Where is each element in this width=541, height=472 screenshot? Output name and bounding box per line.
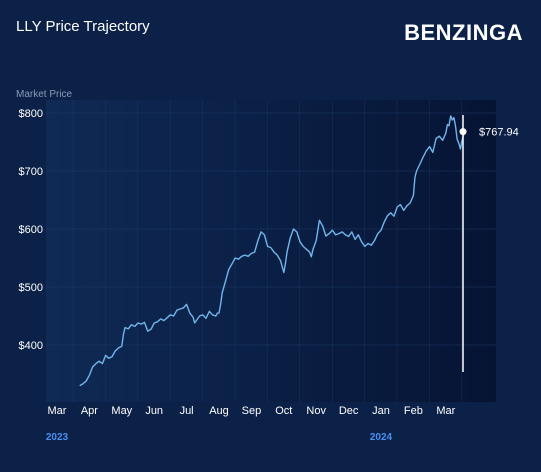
year-labels: 2023 2024 [46, 432, 393, 443]
price-line [79, 115, 466, 387]
x-tick-label: Dec [339, 405, 359, 417]
current-marker-group: $767.94 [459, 115, 519, 372]
year-label: 2023 [46, 432, 69, 443]
x-tick-label: Feb [404, 405, 423, 417]
x-tick-label: Jul [180, 405, 194, 417]
x-tick-label: Aug [209, 405, 229, 417]
y-tick-label: $400 [19, 340, 43, 352]
x-tick-label: May [111, 405, 132, 417]
x-tick-label: Jan [372, 405, 390, 417]
y-axis-title: Market Price [16, 89, 73, 100]
chart-title: LLY Price Trajectory [16, 18, 150, 35]
series-group [79, 115, 466, 387]
grid-lines [46, 100, 496, 402]
y-axis-ticks: $800 $700 $600 $500 $400 [19, 108, 43, 352]
current-point[interactable] [459, 128, 467, 136]
current-value-label: $767.94 [479, 127, 519, 139]
year-label: 2024 [370, 432, 393, 443]
x-tick-label: Jun [145, 405, 163, 417]
plot-background [46, 100, 496, 402]
x-tick-label: Sep [242, 405, 262, 417]
x-tick-label: Nov [306, 405, 326, 417]
benzinga-logo: BENZINGA [404, 20, 523, 45]
x-axis-ticks: Mar Apr May Jun Jul Aug Sep Oct Nov Dec Jan Feb Mar [48, 405, 456, 417]
y-tick-label: $700 [19, 166, 43, 178]
x-tick-label: Apr [81, 405, 98, 417]
y-tick-label: $800 [19, 108, 43, 120]
x-tick-label: Oct [275, 405, 292, 417]
y-tick-label: $500 [19, 282, 43, 294]
x-tick-label: Mar [436, 405, 455, 417]
y-tick-label: $600 [19, 224, 43, 236]
x-tick-label: Mar [48, 405, 67, 417]
